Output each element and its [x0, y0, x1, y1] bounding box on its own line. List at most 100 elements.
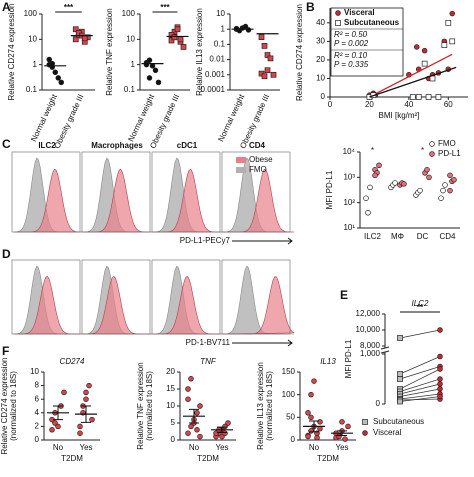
- significance-label: **: [417, 303, 424, 312]
- y-tick-label: 10: [28, 34, 37, 43]
- data-point: [264, 67, 271, 74]
- data-point: [143, 61, 150, 68]
- y-tick-label: 10⁴: [343, 147, 356, 156]
- y-tick-label: 4: [35, 408, 40, 417]
- data-point: [345, 423, 351, 430]
- y-tick-label: 1,000: [360, 349, 381, 358]
- pair-line: [399, 368, 441, 390]
- data-point: [440, 187, 446, 194]
- histogram-frame: [11, 151, 81, 233]
- y-axis-label: MFI PD-L1: [325, 170, 334, 209]
- significance-label: *: [371, 146, 374, 155]
- data-point: [83, 389, 89, 396]
- data-point: [155, 79, 162, 86]
- y-tick-label: 8,000: [360, 341, 381, 350]
- y-tick-label: 0: [35, 435, 40, 444]
- stat-label: R² = 0.10: [334, 51, 368, 60]
- legend-label: Subcutaneous: [373, 417, 424, 426]
- pair-line: [399, 329, 441, 339]
- data-point: [72, 26, 79, 33]
- legend-marker: [362, 419, 368, 425]
- data-point: [305, 433, 311, 440]
- data-point: [197, 403, 203, 409]
- data-point: [397, 371, 403, 377]
- data-point: [372, 172, 378, 179]
- data-point: [308, 414, 314, 421]
- data-point: [397, 335, 403, 341]
- y-tick-label: 10: [30, 367, 39, 376]
- data-point: [77, 423, 83, 430]
- y-axis-label: Relative CD274 expression: [7, 4, 16, 101]
- data-point: [188, 423, 194, 430]
- axis-arrow: [232, 339, 293, 347]
- x-tick-label: CD4: [439, 232, 456, 241]
- data-point: [267, 55, 274, 62]
- legend-marker: [429, 151, 435, 157]
- data-point: [197, 433, 203, 440]
- data-point: [437, 353, 443, 360]
- y-tick-label: 0.1: [26, 85, 38, 94]
- data-point: [415, 94, 422, 100]
- data-point: [437, 393, 443, 400]
- x-axis-label: T2DM: [317, 454, 339, 463]
- y-axis-label: (normalized to 18S): [9, 371, 18, 441]
- data-point: [225, 420, 231, 426]
- stat-label: P = 0.002: [334, 39, 369, 48]
- data-point: [180, 44, 187, 50]
- x-tick-label: Normal weight: [126, 92, 156, 143]
- data-point: [185, 396, 191, 402]
- y-tick-label: 100: [122, 9, 136, 18]
- histogram-sample: [224, 169, 294, 233]
- data-point: [437, 386, 443, 392]
- fit-line: [369, 66, 457, 98]
- data-point: [438, 195, 444, 201]
- data-point: [363, 195, 369, 201]
- data-point: [55, 75, 61, 81]
- significance-label: *: [421, 146, 424, 155]
- legend-label: Visceral: [373, 428, 402, 437]
- data-point: [437, 381, 443, 387]
- data-point: [305, 410, 311, 416]
- data-point: [367, 184, 373, 191]
- data-point: [451, 177, 457, 183]
- y-tick-label: 10: [166, 401, 175, 410]
- pair-line: [399, 398, 441, 401]
- axis-arrow: [232, 237, 293, 245]
- data-point: [194, 427, 200, 433]
- histogram-sample: [154, 275, 224, 335]
- data-point: [270, 71, 277, 78]
- data-point: [188, 376, 194, 382]
- panel-letter: B: [306, 0, 315, 14]
- data-point: [417, 187, 423, 194]
- panel-letter: A: [2, 0, 11, 14]
- significance-label: ***: [160, 3, 170, 12]
- data-point: [442, 182, 448, 188]
- data-point: [89, 416, 95, 423]
- chart-title: CD274: [60, 357, 85, 366]
- panel-letter: D: [2, 247, 11, 261]
- x-axis-label: T2DM: [197, 454, 219, 463]
- data-point: [52, 420, 58, 426]
- y-tick-label: 5: [171, 418, 176, 427]
- data-point: [55, 423, 61, 430]
- legend-label: Visceral: [344, 8, 375, 17]
- data-point: [264, 52, 271, 58]
- legend-box: [330, 7, 404, 77]
- y-tick-label: 0: [321, 92, 326, 101]
- y-axis-label: (normalized to 18S): [265, 371, 274, 441]
- legend-marker: [335, 20, 341, 26]
- legend-label: FMO: [249, 165, 267, 174]
- stat-label: R² = 0.50: [334, 30, 368, 39]
- y-axis-label: Relative CD274 expression: [295, 4, 304, 101]
- data-point: [258, 34, 265, 40]
- error-bar: [337, 430, 347, 436]
- data-point: [437, 327, 443, 333]
- y-tick-label: 1: [221, 24, 226, 33]
- data-point: [152, 67, 159, 74]
- panel-title: ILC2: [38, 141, 56, 150]
- x-tick-label: Obesity grade III: [53, 93, 86, 150]
- data-point: [222, 423, 228, 430]
- panel-title: cDC1: [177, 141, 198, 150]
- y-tick-label: 12,000: [356, 309, 381, 318]
